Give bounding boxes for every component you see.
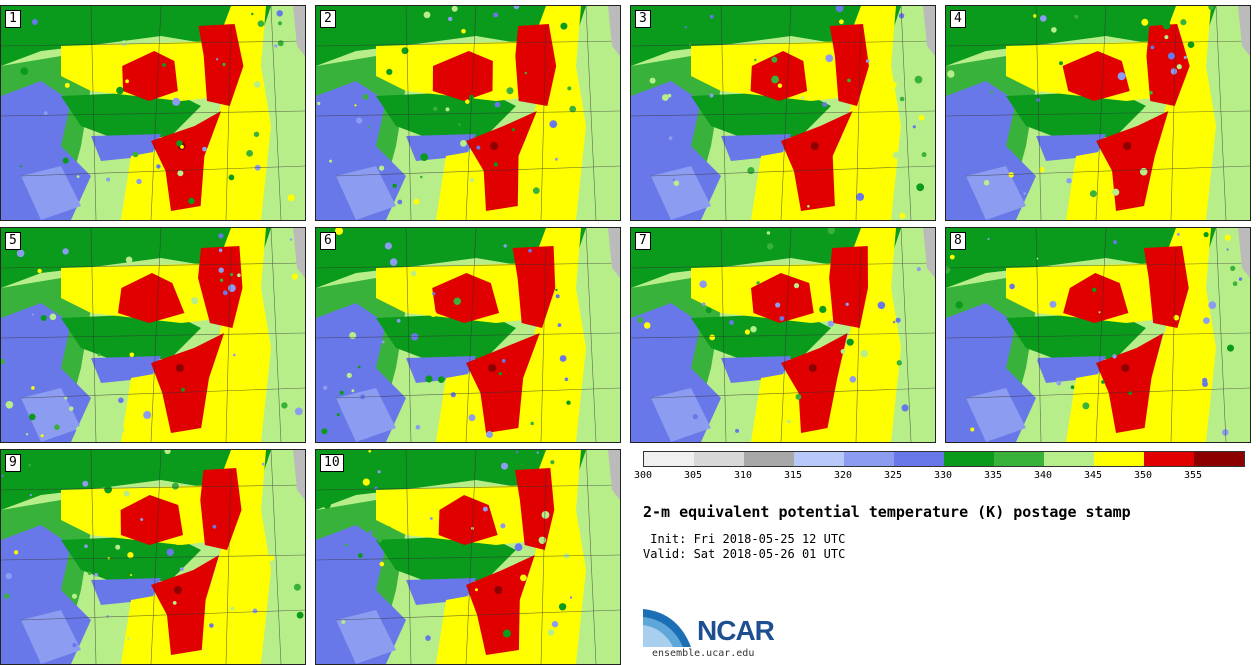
colorbar-swatch xyxy=(744,452,794,466)
member-label: 4 xyxy=(950,10,966,28)
member-label: 1 xyxy=(5,10,21,28)
colorbar-tick-label: 350 xyxy=(1133,470,1153,481)
postage-stamp-map: 7 xyxy=(630,227,936,443)
colorbar-swatch xyxy=(944,452,994,466)
colorbar-swatch xyxy=(1094,452,1144,466)
member-label: 3 xyxy=(635,10,651,28)
postage-stamp-map: 4 xyxy=(945,5,1251,221)
member-label: 7 xyxy=(635,232,651,250)
member-label: 2 xyxy=(320,10,336,28)
colorbar-tick-label: 310 xyxy=(733,470,753,481)
colorbar xyxy=(643,451,1245,467)
colorbar-tick-label: 305 xyxy=(683,470,703,481)
colorbar-swatch xyxy=(1194,452,1244,466)
init-time: Init: Fri 2018-05-25 12 UTC xyxy=(643,532,846,546)
colorbar-tick-label: 320 xyxy=(833,470,853,481)
member-label: 6 xyxy=(320,232,336,250)
colorbar-swatch xyxy=(1144,452,1194,466)
postage-stamp-map: 8 xyxy=(945,227,1251,443)
postage-stamp-map: 5 xyxy=(0,227,306,443)
colorbar-tick-label: 315 xyxy=(783,470,803,481)
postage-stamp-map: 2 xyxy=(315,5,621,221)
postage-stamp-map: 3 xyxy=(630,5,936,221)
colorbar-swatch xyxy=(994,452,1044,466)
colorbar-tick-label: 325 xyxy=(883,470,903,481)
colorbar-swatch xyxy=(694,452,744,466)
member-label: 8 xyxy=(950,232,966,250)
colorbar-tick-label: 340 xyxy=(1033,470,1053,481)
member-label: 9 xyxy=(5,454,21,472)
colorbar-swatch xyxy=(844,452,894,466)
colorbar-ticks: 300 305 310 315 320 325 330 335 340 345 350 355 xyxy=(634,470,1260,484)
page-title: 2-m equivalent potential temperature (K)… xyxy=(643,503,1131,521)
colorbar-tick-label: 330 xyxy=(933,470,953,481)
valid-time: Valid: Sat 2018-05-26 01 UTC xyxy=(643,547,846,561)
colorbar-tick-label: 355 xyxy=(1183,470,1203,481)
ncar-wordmark: NCAR xyxy=(697,615,775,646)
member-label: 10 xyxy=(320,454,344,472)
colorbar-swatch xyxy=(644,452,694,466)
colorbar-swatch xyxy=(794,452,844,466)
member-label: 5 xyxy=(5,232,21,250)
site-url: ensemble.ucar.edu xyxy=(652,648,755,659)
colorbar-tick-label: 345 xyxy=(1083,470,1103,481)
postage-stamp-map: 6 xyxy=(315,227,621,443)
postage-stamp-map: 10 xyxy=(315,449,621,665)
ncar-logo-icon xyxy=(643,609,691,647)
postage-stamp-map: 1 xyxy=(0,5,306,221)
colorbar-tick-label: 300 xyxy=(633,470,653,481)
postage-stamp-map: 9 xyxy=(0,449,306,665)
colorbar-tick-label: 335 xyxy=(983,470,1003,481)
colorbar-swatch xyxy=(894,452,944,466)
colorbar-swatch xyxy=(1044,452,1094,466)
